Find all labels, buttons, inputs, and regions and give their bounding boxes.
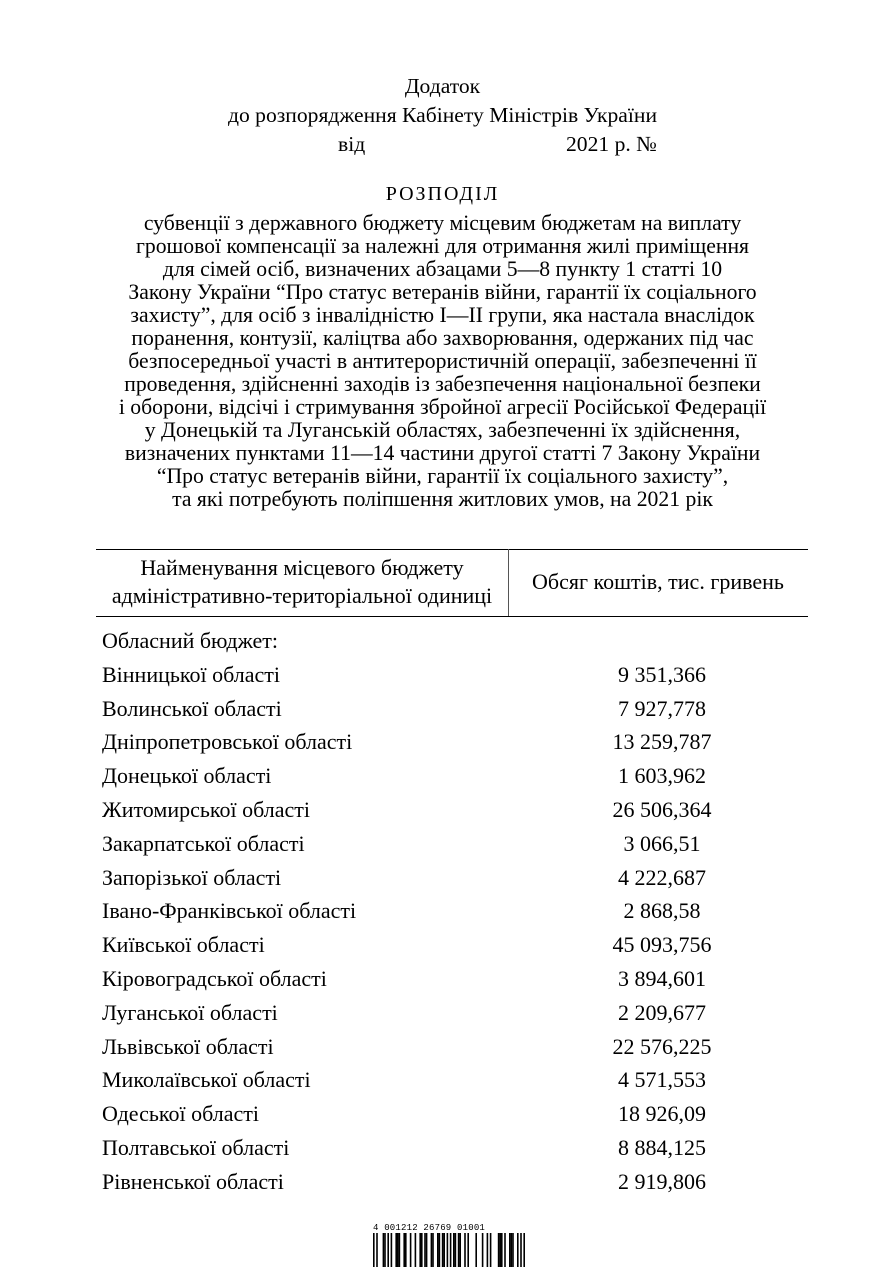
svg-text:4 001212 26769 01001: 4 001212 26769 01001 [373,1223,485,1233]
